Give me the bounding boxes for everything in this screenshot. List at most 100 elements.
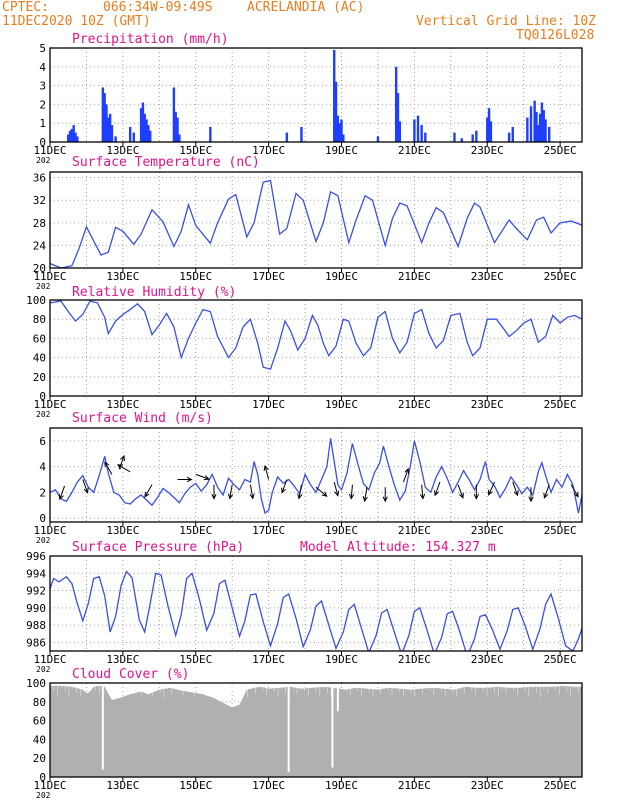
- wind-arrow: [333, 481, 340, 497]
- wind-arrow: [528, 487, 534, 503]
- wind-arrow-head: [104, 461, 110, 468]
- wind-arrow-shaft: [117, 464, 131, 473]
- wind-arrow-head: [488, 489, 493, 496]
- precip-bar: [101, 87, 105, 142]
- header: CPTEC: 066:34W-09:49S ACRELANDIA (AC) 11…: [0, 0, 618, 48]
- wind-arrow-shaft: [104, 461, 113, 475]
- precip-xtick-label: 25DEC: [544, 144, 577, 157]
- precip-bar: [333, 49, 336, 142]
- wind-arrow-head: [211, 493, 217, 500]
- precip-bar: [540, 102, 544, 142]
- cloud-frame: [49, 682, 583, 778]
- precip-bar: [76, 136, 79, 142]
- wind-arrow-head: [362, 496, 368, 503]
- precip-bar: [143, 113, 146, 142]
- pres-ytick-label: 996: [26, 550, 46, 563]
- precip-bar: [538, 113, 542, 142]
- pres-xtick-label: 17DEC: [252, 653, 285, 666]
- cloud-ytick-label: 80: [33, 696, 46, 709]
- precip-bar: [176, 117, 179, 142]
- wind-arrow-head: [83, 487, 89, 494]
- cloud-xtick-label: 23DEC: [471, 779, 504, 792]
- cloud-ytick-label: 60: [33, 715, 46, 728]
- rh-ytick-label: 100: [26, 294, 46, 307]
- precip-title: Precipitation (mm/h): [72, 32, 229, 47]
- precip-ytick-label: 5: [39, 42, 46, 55]
- wind-xtick-label: 13DEC: [106, 524, 139, 537]
- precip-xtick-label: 21DEC: [398, 144, 431, 157]
- wind-arrow-shaft: [434, 481, 441, 496]
- cloud-plot: [50, 683, 582, 777]
- precip-bar: [507, 132, 511, 142]
- rh-series-line: [50, 300, 582, 370]
- precip-bar: [542, 110, 545, 142]
- precip-year-fragment: 202: [36, 156, 51, 165]
- pres-xtick-label: 11DEC: [33, 653, 66, 666]
- wind-arrow: [473, 484, 479, 500]
- temp-ytick-label: 36: [33, 172, 46, 185]
- wind-arrow-shaft: [350, 484, 353, 499]
- precip-bar: [340, 119, 343, 142]
- precip-plot: [67, 49, 551, 142]
- wind-arrow-shaft: [82, 479, 89, 493]
- wind-arrow: [434, 481, 441, 497]
- wind-arrow-shaft: [229, 484, 233, 499]
- precip-bar: [285, 132, 289, 142]
- wind-arrow-head: [528, 496, 534, 503]
- precip-bar: [300, 126, 303, 142]
- precip-ytick-label: 2: [39, 98, 46, 111]
- wind-arrow-head: [203, 475, 210, 481]
- wind-arrow-head: [186, 476, 193, 483]
- wind-arrow-shaft: [512, 481, 519, 496]
- precip-panel: 0 1 2 3 4 5 11DEC 13DEC 15DEC 17DEC 19DEC 21DEC 23DE…: [33, 32, 583, 165]
- wind-arrow: [348, 484, 355, 500]
- wind-arrow: [195, 473, 210, 481]
- cloud-xtick-label: 19DEC: [325, 779, 358, 792]
- wind-arrow-head: [334, 490, 340, 497]
- pres-xtick-label: 15DEC: [179, 653, 212, 666]
- wind-arrow-head: [120, 454, 125, 462]
- precip-bar: [107, 117, 110, 142]
- wind-arrow-shaft: [144, 484, 153, 498]
- temp-ytick-label: 32: [33, 194, 46, 207]
- wind-arrow-head: [573, 491, 579, 498]
- code-label: TQ0126L028: [516, 28, 595, 43]
- wind-xtick-label: 19DEC: [325, 524, 358, 537]
- precip-bar: [548, 126, 551, 142]
- precip-bar: [110, 125, 114, 142]
- wind-arrow-head: [297, 493, 303, 500]
- cloud-ytick-label: 40: [33, 733, 46, 746]
- pres-xtick-label: 21DEC: [398, 653, 431, 666]
- pres-ytick-label: 988: [26, 619, 46, 632]
- run-time-label: 11DEC2020 10Z (GMT): [2, 14, 151, 29]
- cloud-title: Cloud Cover (%): [72, 667, 189, 682]
- precip-ytick-label: 4: [39, 61, 46, 74]
- wind-arrow-head: [227, 493, 234, 500]
- wind-xtick-label: 21DEC: [398, 524, 431, 537]
- rh-ytick-label: 60: [33, 332, 46, 345]
- rh-ytick-label: 80: [33, 313, 46, 326]
- wind-arrow: [419, 484, 426, 500]
- wind-arrow: [263, 464, 270, 480]
- rh-ytick-label: 20: [33, 371, 46, 384]
- precip-bar: [72, 125, 75, 142]
- wind-ytick-label: 6: [39, 435, 46, 448]
- precip-bar: [67, 134, 70, 142]
- precip-xtick-label: 23DEC: [471, 144, 504, 157]
- wind-panel: 0 2 4 6 11DEC 13DEC 15DEC 17DEC 19DEC 21DEC 23DEC 2…: [33, 411, 583, 545]
- temp-plot: [50, 179, 582, 268]
- precip-bar: [178, 134, 181, 142]
- temp-title: Surface Temperature (nC): [72, 155, 260, 170]
- precip-bar: [336, 115, 340, 142]
- grid-note-label: Vertical Grid Line: 10Z: [416, 14, 597, 29]
- wind-frame: [49, 427, 583, 523]
- wind-plot: [50, 438, 582, 515]
- rh-xtick-label: 25DEC: [544, 398, 577, 411]
- wind-arrow-shaft: [364, 487, 368, 502]
- wind-arrow-head: [321, 491, 328, 497]
- temp-ytick-label: 20: [33, 262, 46, 275]
- temp-xtick-label: 11DEC: [33, 270, 66, 283]
- wind-xtick-label: 15DEC: [179, 524, 212, 537]
- precip-bar: [413, 119, 416, 142]
- precip-bar: [544, 119, 547, 142]
